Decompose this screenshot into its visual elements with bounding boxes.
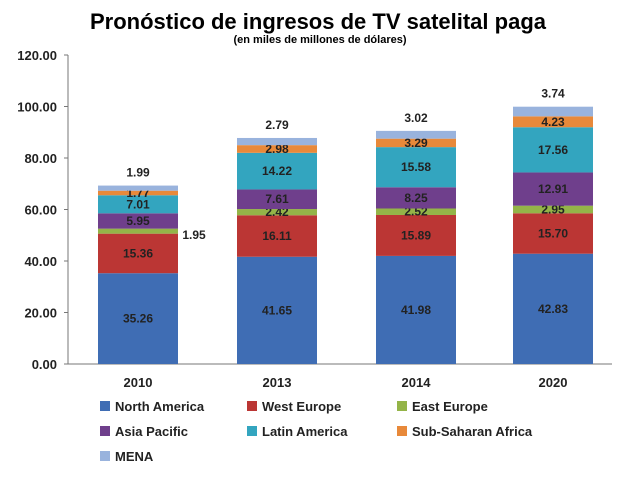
data-label: 3.29	[404, 136, 428, 150]
bar-segment-east-europe-2010	[98, 228, 178, 234]
bar-segment-west-europe-2020	[513, 213, 593, 254]
y-tick-label: 40.00	[24, 254, 57, 269]
bar-segment-west-europe-2014	[376, 214, 456, 256]
legend-label: MENA	[115, 449, 154, 464]
x-tick-label: 2010	[124, 375, 153, 390]
data-label: 4.23	[541, 115, 565, 129]
data-label: 35.26	[123, 312, 153, 326]
bar-segment-mena-2013	[237, 137, 317, 146]
data-label: 42.83	[538, 302, 568, 316]
y-tick-label: 100.00	[17, 100, 57, 115]
bar-segment-north-america-2014	[376, 255, 456, 364]
data-label: 15.89	[401, 228, 431, 242]
bar-segment-west-europe-2010	[98, 233, 178, 274]
legend-label: North America	[115, 399, 205, 414]
legend-swatch	[247, 426, 257, 436]
bar-segment-north-america-2010	[98, 273, 178, 364]
y-tick-label: 80.00	[24, 151, 57, 166]
legend-swatch	[100, 451, 110, 461]
bar-segment-sub-saharan-africa-2010	[98, 190, 178, 196]
bar-segment-sub-saharan-africa-2013	[237, 145, 317, 153]
legend-swatch	[100, 401, 110, 411]
legend-label: West Europe	[262, 399, 341, 414]
bar-segment-mena-2020	[513, 106, 593, 117]
bar-segment-latin-america-2010	[98, 195, 178, 214]
legend-swatch	[397, 401, 407, 411]
data-label: 2.98	[265, 142, 289, 156]
bar-segment-east-europe-2020	[513, 205, 593, 214]
data-label: 17.56	[538, 143, 568, 157]
data-label: 3.74	[541, 87, 565, 101]
bar-segment-asia-pacific-2014	[376, 187, 456, 209]
legend-swatch	[397, 426, 407, 436]
data-label: 1.95	[182, 228, 206, 242]
data-label: 7.61	[265, 192, 289, 206]
data-label: 1.99	[126, 166, 150, 180]
legend-label: Sub-Saharan Africa	[412, 424, 533, 439]
data-label: 41.98	[401, 303, 431, 317]
bar-segment-asia-pacific-2010	[98, 213, 178, 229]
x-tick-label: 2020	[539, 375, 568, 390]
bar-segment-latin-america-2014	[376, 147, 456, 188]
bar-segment-sub-saharan-africa-2020	[513, 116, 593, 128]
bar-segment-north-america-2020	[513, 253, 593, 364]
data-label: 5.95	[126, 214, 150, 228]
bar-segment-asia-pacific-2020	[513, 172, 593, 206]
data-label: 12.91	[538, 182, 568, 196]
data-label: 16.11	[262, 229, 292, 243]
y-tick-label: 0.00	[32, 357, 57, 372]
chart-title: Pronóstico de ingresos de TV satelital p…	[90, 9, 547, 34]
y-tick-label: 20.00	[24, 306, 57, 321]
data-label: 15.36	[123, 246, 153, 260]
y-tick-label: 120.00	[17, 48, 57, 63]
bar-segment-mena-2014	[376, 130, 456, 139]
data-label: 8.25	[404, 191, 428, 205]
data-label: 41.65	[262, 303, 292, 317]
data-label: 15.70	[538, 226, 568, 240]
x-tick-label: 2013	[263, 375, 292, 390]
data-label: 3.02	[404, 111, 428, 125]
bar-segment-east-europe-2014	[376, 208, 456, 215]
bar-segment-latin-america-2013	[237, 152, 317, 190]
bar-segment-mena-2010	[98, 185, 178, 191]
chart-subtitle: (en miles de millones de dólares)	[234, 34, 407, 46]
y-tick-label: 60.00	[24, 203, 57, 218]
bar-segment-north-america-2013	[237, 256, 317, 364]
data-label: 2.95	[541, 202, 565, 216]
legend-label: East Europe	[412, 399, 488, 414]
data-label: 14.22	[262, 164, 292, 178]
data-label: 7.01	[126, 197, 150, 211]
data-label: 15.58	[401, 160, 431, 174]
legend-label: Latin America	[262, 424, 348, 439]
legend-swatch	[100, 426, 110, 436]
x-tick-label: 2014	[402, 375, 432, 390]
bar-segment-west-europe-2013	[237, 215, 317, 257]
bar-segment-east-europe-2013	[237, 209, 317, 216]
bar-segment-latin-america-2020	[513, 127, 593, 173]
legend-label: Asia Pacific	[115, 424, 188, 439]
bar-segment-asia-pacific-2013	[237, 189, 317, 210]
legend-swatch	[247, 401, 257, 411]
bar-segment-sub-saharan-africa-2014	[376, 138, 456, 148]
data-label: 2.79	[265, 118, 289, 132]
